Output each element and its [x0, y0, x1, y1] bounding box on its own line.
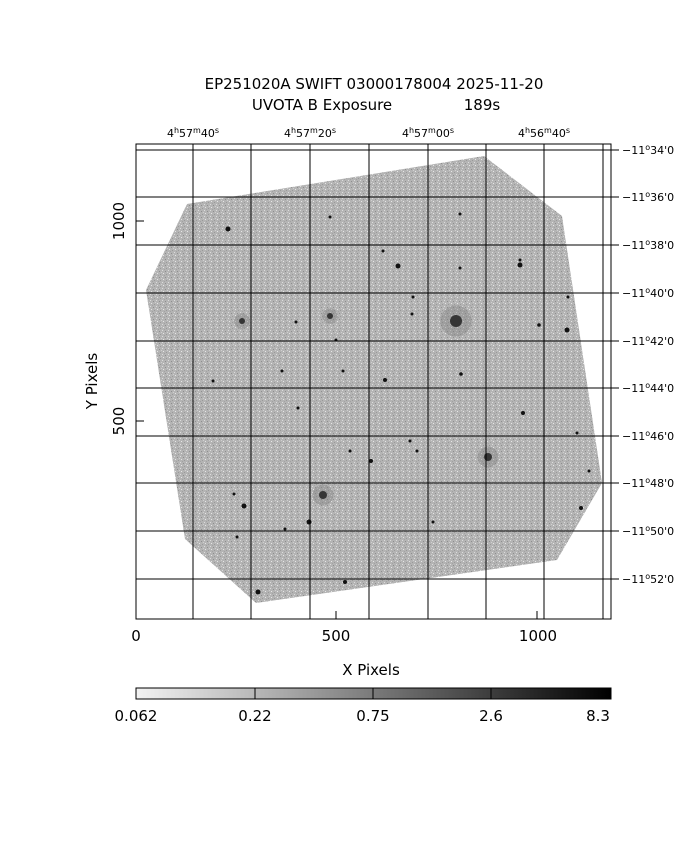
dec-label: −11o40'0: [622, 286, 674, 300]
dec-label: −11o44'0: [622, 381, 674, 395]
star-mark: [369, 459, 373, 463]
star-mark: [415, 449, 419, 453]
svg-text:4h56m40s: 4h56m40s: [518, 126, 570, 140]
x-tick-label: 500: [322, 627, 351, 645]
star-halo: [440, 305, 472, 337]
star-mark: [232, 492, 236, 496]
dec-label: −11o52'0: [622, 572, 674, 586]
star-mark: [459, 372, 463, 376]
star-mark: [566, 295, 570, 299]
star-mark: [521, 411, 525, 415]
star-mark: [395, 263, 401, 269]
star-mark: [458, 212, 462, 216]
star-halo: [312, 484, 334, 506]
star-mark: [327, 313, 333, 319]
star-mark: [458, 266, 462, 270]
ra-label: 4h57m40s: [167, 126, 219, 140]
star-mark: [341, 369, 345, 373]
colorbar-label: 0.062: [115, 707, 158, 725]
star-mark: [517, 262, 523, 268]
star-mark: [411, 295, 415, 299]
exposure-label: UVOTA B Exposure: [252, 96, 392, 114]
x-axis-label: X Pixels: [342, 661, 400, 679]
star-mark: [306, 519, 312, 525]
star-mark: [518, 258, 522, 262]
star-mark: [239, 318, 245, 324]
x-tick-label: 0: [131, 627, 141, 645]
star-mark: [343, 580, 347, 584]
dec-label: −11o38'0: [622, 238, 674, 252]
star-mark: [294, 320, 298, 324]
exposure-footprint: [146, 156, 602, 603]
dec-label: −11o42'0: [622, 334, 674, 348]
star-mark: [296, 406, 300, 410]
y-axis-label: Y Pixels: [83, 353, 101, 411]
svg-text:4h57m00s: 4h57m00s: [402, 126, 454, 140]
star-mark: [255, 589, 261, 595]
dec-label: −11o48'0: [622, 476, 674, 490]
pixel-ticks: [135, 220, 538, 619]
star-mark: [319, 491, 327, 499]
dec-label: −11o50'0: [622, 524, 674, 538]
star-mark: [381, 249, 385, 253]
star-mark: [348, 449, 352, 453]
star-mark: [579, 506, 583, 510]
figure-title: EP251020A SWIFT 03000178004 2025-11-20: [205, 75, 544, 93]
star-mark: [211, 379, 215, 383]
star-mark: [235, 535, 239, 539]
dec-label: −11o46'0: [622, 429, 674, 443]
dec-label: −11o36'0: [622, 190, 674, 204]
star-halo: [322, 308, 338, 324]
star-mark: [431, 520, 435, 524]
star-mark: [383, 378, 387, 382]
star-mark: [410, 312, 414, 316]
star-mark: [225, 226, 231, 232]
star-halo: [477, 446, 499, 468]
ra-label: 4h57m00s: [402, 126, 454, 140]
x-tick-label: 1000: [519, 627, 557, 645]
star-mark: [450, 315, 462, 327]
star-mark: [328, 215, 332, 219]
colorbar-ticks: [254, 688, 492, 699]
colorbar-label: 0.22: [238, 707, 271, 725]
y-tick-label: 1000: [110, 202, 128, 240]
star-mark: [537, 323, 541, 327]
exposure-value: 189s: [464, 96, 501, 114]
ra-label: 4h57m20s: [284, 126, 336, 140]
star-mark: [564, 327, 570, 333]
svg-text:4h57m20s: 4h57m20s: [284, 126, 336, 140]
svg-text:4h57m40s: 4h57m40s: [167, 126, 219, 140]
star-mark: [283, 527, 287, 531]
star-mark: [280, 369, 284, 373]
star-halo: [234, 313, 250, 329]
y-tick-label: 500: [110, 407, 128, 436]
ra-label: 4h56m40s: [518, 126, 570, 140]
star-mark: [241, 503, 247, 509]
star-mark: [408, 439, 412, 443]
colorbar-label: 8.3: [586, 707, 610, 725]
star-mark: [587, 469, 591, 473]
star-field: [211, 212, 591, 595]
dec-label-group: −11o34'0 −11o36'0 −11o38'0 −11o40'0 −11o42'0…: [622, 143, 674, 586]
colorbar-label: 2.6: [479, 707, 503, 725]
dec-label: −11o34'0: [622, 143, 674, 157]
star-mark: [575, 431, 579, 435]
plot-frame: [135, 143, 612, 620]
colorbar-label: 0.75: [356, 707, 389, 725]
coordinate-grid: [136, 144, 619, 619]
